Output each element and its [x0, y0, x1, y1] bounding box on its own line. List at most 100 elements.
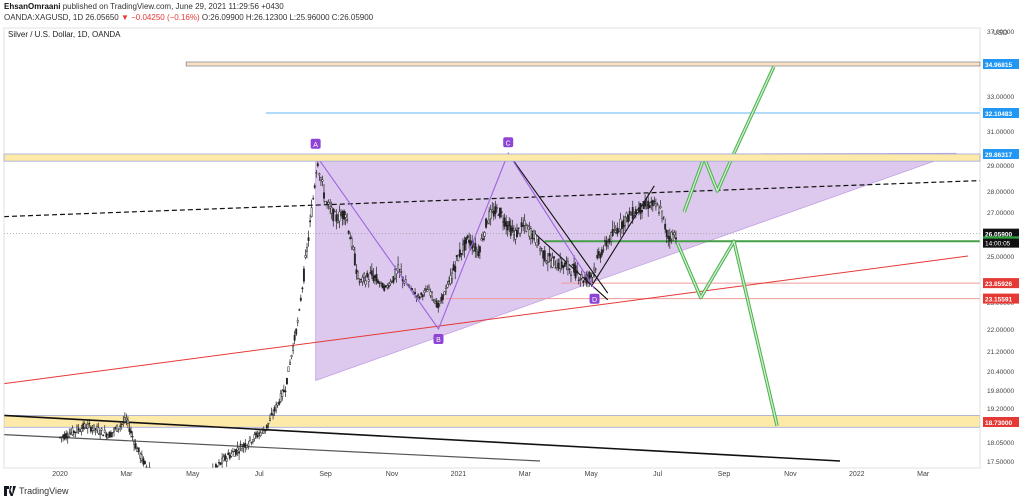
pattern-point-d-marker	[589, 293, 600, 304]
pattern-point-a-label: A	[313, 142, 318, 149]
candle-body	[250, 442, 253, 444]
candle-body	[292, 346, 295, 352]
x-tick-label: 2020	[52, 471, 68, 478]
candle-body	[560, 261, 563, 268]
candle-body	[661, 210, 664, 219]
candle-body	[318, 173, 321, 176]
candle-body	[491, 209, 494, 212]
candle-body	[361, 277, 364, 282]
candle-body	[483, 232, 486, 237]
candle-body	[604, 240, 606, 242]
candle-body	[256, 434, 259, 438]
y-tick-label: 25.00000	[987, 254, 1014, 261]
candle-body	[667, 235, 670, 239]
candle-body	[389, 281, 392, 285]
candle-body	[582, 280, 585, 283]
candle-body	[350, 238, 353, 248]
candle-body	[579, 278, 582, 280]
candle-body	[636, 210, 639, 213]
candle-body	[272, 414, 274, 416]
x-tick-label: Mar	[120, 471, 133, 478]
author-name[interactable]: EhsanOmraani	[4, 2, 61, 11]
candle-body	[574, 265, 577, 279]
x-tick-label: Mar	[917, 471, 930, 478]
candle-body	[610, 232, 613, 242]
candle-body	[69, 432, 72, 434]
candle-body	[349, 237, 352, 240]
candle-body	[218, 462, 220, 464]
candle-body	[201, 479, 202, 484]
candle-body	[347, 230, 350, 234]
candle-body	[455, 255, 458, 258]
candle-body	[79, 430, 82, 432]
candle-body	[556, 267, 559, 271]
y-tick-label: 22.00000	[987, 327, 1014, 334]
candle-body	[133, 441, 136, 445]
candle-body	[206, 474, 207, 475]
candle-body	[607, 242, 609, 247]
candle-body	[641, 209, 643, 213]
x-tick-label: Mar	[519, 471, 532, 478]
candle-body	[594, 268, 597, 270]
candle-body	[89, 426, 92, 432]
candle-body	[378, 282, 381, 284]
candle-body	[387, 285, 390, 288]
candle-body	[482, 238, 484, 240]
candle-body	[269, 418, 271, 422]
candle-body	[68, 433, 71, 437]
candle-body	[293, 335, 296, 341]
candle-body	[411, 288, 413, 290]
candle-body	[654, 203, 657, 207]
candle-body	[554, 267, 557, 269]
x-tick-label: Nov	[386, 471, 399, 478]
candle-body	[428, 286, 430, 291]
candle-body	[343, 210, 346, 220]
black-trendline-upper	[4, 414, 841, 462]
x-tick-label: 2022	[849, 471, 865, 478]
last-price: 26.05650	[85, 13, 119, 22]
candle-body	[59, 436, 61, 438]
candle-body	[76, 426, 78, 433]
candle-body	[475, 249, 478, 252]
price-label-text: 23.15591	[985, 297, 1012, 304]
candle-body	[665, 229, 668, 237]
y-tick-label: 21.20000	[987, 349, 1014, 356]
candle-body	[136, 448, 139, 453]
candle-body	[616, 227, 619, 235]
candle-body	[330, 207, 333, 214]
triangle-pattern	[315, 152, 957, 382]
plot-border	[3, 27, 981, 469]
countdown-text: 14:00:05	[985, 241, 1011, 248]
candle-body	[355, 269, 358, 274]
candle-body	[546, 260, 549, 263]
candle-body	[545, 260, 548, 264]
candle-body	[353, 253, 356, 266]
symbol-label: OANDA:XAGUSD, 1D	[4, 13, 84, 22]
y-tick-label: 33.00000	[987, 94, 1014, 101]
candle-body	[319, 177, 322, 181]
candle-body	[329, 206, 332, 209]
tradingview-footer[interactable]: TradingView	[4, 486, 69, 496]
candle-body	[670, 231, 673, 240]
candle-body	[117, 428, 120, 430]
candle-body	[214, 469, 215, 472]
candle-body	[448, 280, 450, 282]
price-label-badge	[983, 293, 1019, 304]
candle-body	[485, 218, 488, 228]
candle-body	[147, 469, 148, 471]
bullish-projection	[683, 66, 775, 213]
candle-body	[620, 221, 623, 229]
candle-body	[563, 262, 566, 267]
price-label-badge	[983, 108, 1019, 118]
candle-body	[97, 427, 100, 434]
candle-body	[392, 276, 395, 283]
candle-body	[209, 473, 210, 478]
candle-body	[221, 457, 224, 464]
candle-body	[576, 270, 579, 274]
candle-body	[216, 465, 219, 467]
candle-body	[383, 285, 386, 291]
candle-body	[298, 309, 301, 311]
candle-body	[529, 228, 532, 239]
candle-body	[637, 207, 640, 213]
